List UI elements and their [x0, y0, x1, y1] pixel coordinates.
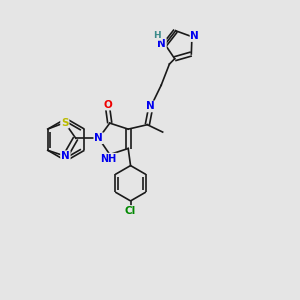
Text: Cl: Cl — [125, 206, 136, 216]
Text: N: N — [94, 133, 103, 143]
Text: N: N — [157, 39, 166, 49]
Text: O: O — [103, 100, 112, 110]
Text: N: N — [190, 31, 199, 41]
Text: H: H — [153, 31, 160, 40]
Text: N: N — [61, 151, 70, 161]
Text: S: S — [61, 118, 69, 128]
Text: N: N — [146, 101, 155, 111]
Text: NH: NH — [100, 154, 117, 164]
